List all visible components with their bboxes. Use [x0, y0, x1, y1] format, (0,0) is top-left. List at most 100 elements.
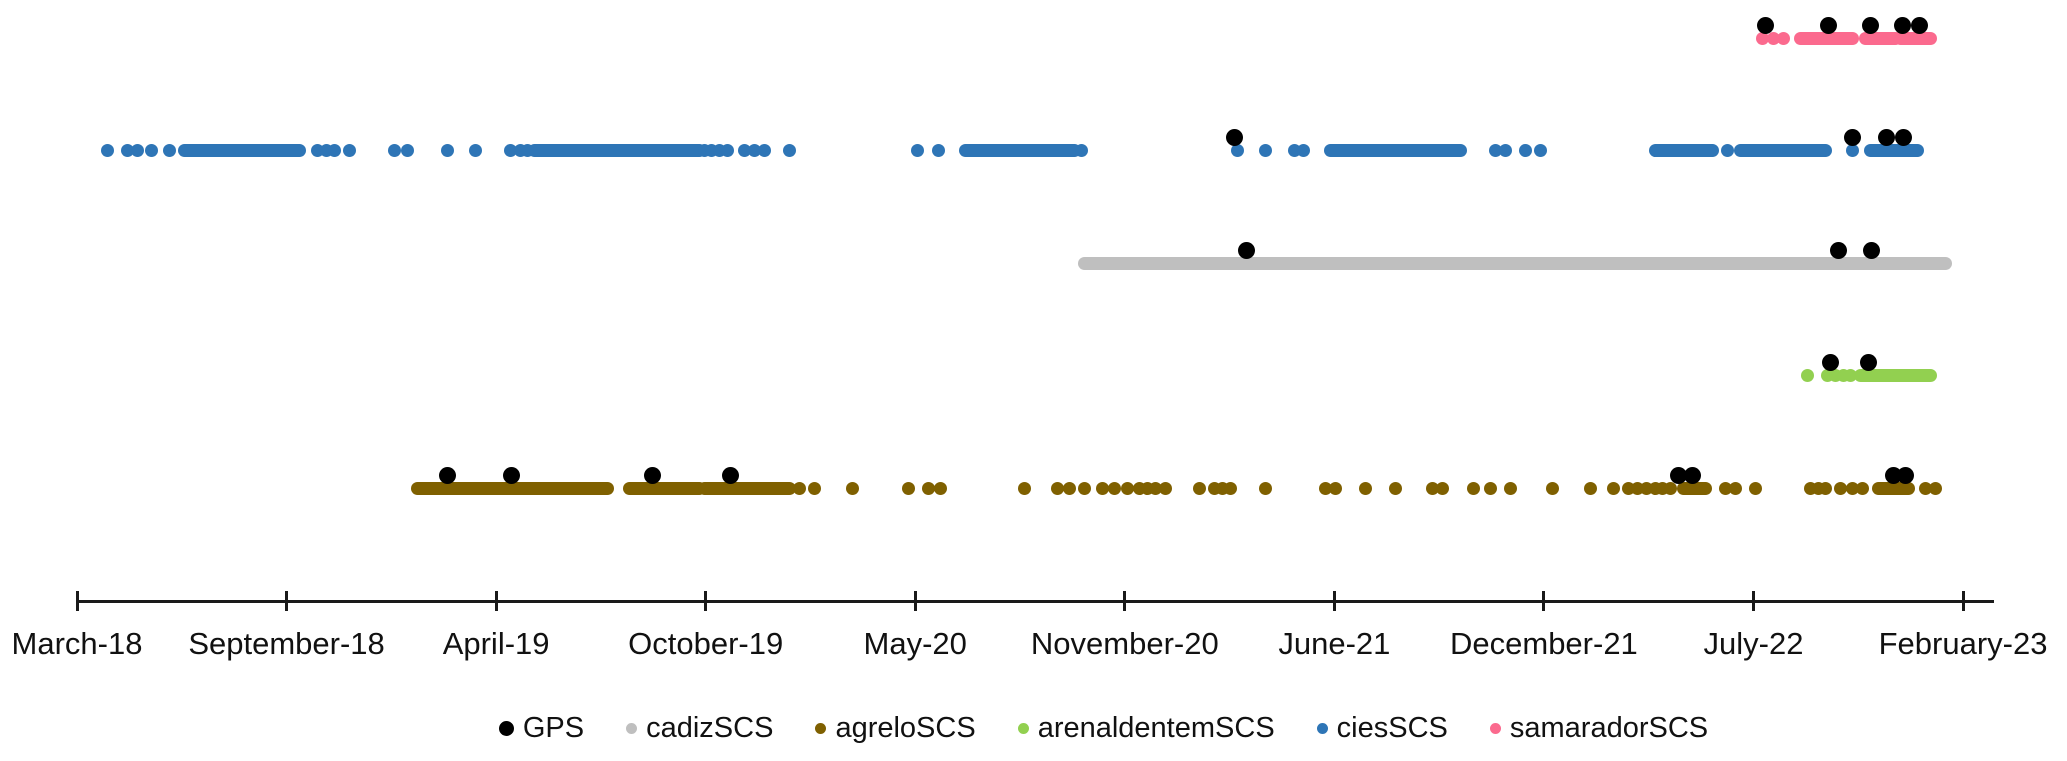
agreloSCS-point — [1425, 481, 1439, 495]
x-axis-tick-label: July-22 — [1703, 626, 1804, 661]
agreloSCS-point — [1050, 481, 1064, 495]
gps-point — [502, 466, 520, 484]
agreloSCS-point — [1918, 481, 1932, 495]
gps-point — [1893, 16, 1911, 34]
agreloSCS-band — [411, 481, 615, 495]
gps-point — [1843, 129, 1861, 146]
ciesSCS-point — [910, 144, 924, 157]
gps-point — [1896, 466, 1914, 484]
ciesSCS-point — [328, 144, 342, 157]
ciesSCS-point — [1075, 144, 1089, 157]
x-axis-tick — [1332, 591, 1336, 611]
agreloSCS-band — [698, 481, 797, 495]
samaradorSCS-point — [1776, 31, 1790, 45]
agreloSCS-point — [1855, 481, 1869, 495]
ciesSCS-point — [1518, 144, 1532, 157]
legend-label: ciesSCS — [1336, 712, 1448, 744]
agreloSCS-point — [1466, 481, 1480, 495]
ciesSCS-point — [131, 144, 145, 157]
legend-label: samaradorSCS — [1509, 712, 1709, 744]
ciesSCS-point — [748, 144, 762, 157]
arenaldentemSCS-point — [1843, 369, 1857, 382]
agreloSCS-point — [901, 481, 915, 495]
agreloSCS-point — [933, 481, 947, 495]
ciesSCS-band — [1733, 144, 1832, 157]
agreloSCS-point — [1223, 481, 1237, 495]
gps-point — [1683, 466, 1701, 484]
ciesSCS-band — [528, 144, 707, 157]
samaradorSCS-band — [1793, 31, 1859, 45]
ciesSCS-point — [503, 144, 517, 157]
ciesSCS-band — [1648, 144, 1719, 157]
ciesSCS-point — [1258, 144, 1272, 157]
agreloSCS-band — [1871, 481, 1915, 495]
legend-label: GPS — [522, 712, 585, 744]
legend-marker-icon — [815, 723, 827, 734]
x-axis-tick-label: February-23 — [1878, 626, 2048, 661]
x-axis-tick — [704, 591, 708, 611]
gps-point — [1238, 241, 1256, 259]
agreloSCS-point — [1328, 481, 1342, 495]
legend-item-GPS: GPS — [498, 712, 585, 745]
ciesSCS-point — [738, 144, 752, 157]
gps-point — [1819, 16, 1837, 34]
gps-point — [644, 466, 662, 484]
legend-label: agreloSCS — [835, 712, 976, 744]
gps-point — [1861, 16, 1879, 34]
ciesSCS-point — [121, 144, 135, 157]
ciesSCS-band — [178, 144, 307, 157]
x-axis-tick-label: December-21 — [1450, 626, 1638, 661]
agreloSCS-point — [1845, 481, 1859, 495]
agreloSCS-point — [1121, 481, 1135, 495]
agreloSCS-point — [1018, 481, 1032, 495]
agreloSCS-point — [1435, 481, 1449, 495]
agreloSCS-point — [1108, 481, 1122, 495]
x-axis-tick — [494, 591, 498, 611]
samaradorSCS-band — [1893, 31, 1937, 45]
x-axis-tick-label: March-18 — [11, 626, 143, 661]
agreloSCS-point — [1663, 481, 1677, 495]
agreloSCS-point — [1193, 481, 1207, 495]
agreloSCS-point — [808, 481, 822, 495]
ciesSCS-band — [1323, 144, 1467, 157]
legend-item-cadizSCS: cadizSCS — [626, 712, 773, 745]
x-axis-tick-label: May-20 — [863, 626, 967, 661]
gps-point — [1877, 129, 1895, 146]
x-axis-tick — [1751, 591, 1755, 611]
ciesSCS-point — [343, 144, 357, 157]
x-axis-tick-label: June-21 — [1278, 626, 1391, 661]
agreloSCS-point — [1318, 481, 1332, 495]
x-axis-tick — [913, 591, 917, 611]
agreloSCS-point — [1388, 481, 1402, 495]
gps-point — [439, 466, 457, 484]
x-axis-tick — [75, 591, 79, 611]
gps-point — [1756, 16, 1774, 34]
agreloSCS-point — [1483, 481, 1497, 495]
ciesSCS-point — [1498, 144, 1512, 157]
ciesSCS-point — [1230, 144, 1244, 157]
ciesSCS-point — [520, 144, 534, 157]
agreloSCS-point — [1749, 481, 1763, 495]
legend-marker-icon — [626, 723, 638, 734]
ciesSCS-point — [1296, 144, 1310, 157]
agreloSCS-point — [1729, 481, 1743, 495]
ciesSCS-point — [758, 144, 772, 157]
ciesSCS-point — [1533, 144, 1547, 157]
ciesSCS-point — [1488, 144, 1502, 157]
ciesSCS-band — [958, 144, 1082, 157]
x-axis-tick — [1123, 591, 1127, 611]
ciesSCS-point — [721, 144, 735, 157]
agreloSCS-point — [1358, 481, 1372, 495]
arenaldentemSCS-point — [1800, 369, 1814, 382]
agreloSCS-point — [1096, 481, 1110, 495]
legend-marker-icon — [1017, 723, 1029, 734]
legend-label: arenaldentemSCS — [1037, 712, 1275, 744]
agreloSCS-point — [1583, 481, 1597, 495]
legend-item-ciesSCS: ciesSCS — [1316, 712, 1448, 745]
ciesSCS-point — [401, 144, 415, 157]
gps-point — [722, 466, 740, 484]
agreloSCS-point — [1503, 481, 1517, 495]
legend-marker-icon — [498, 721, 514, 736]
ciesSCS-point — [1720, 144, 1734, 157]
